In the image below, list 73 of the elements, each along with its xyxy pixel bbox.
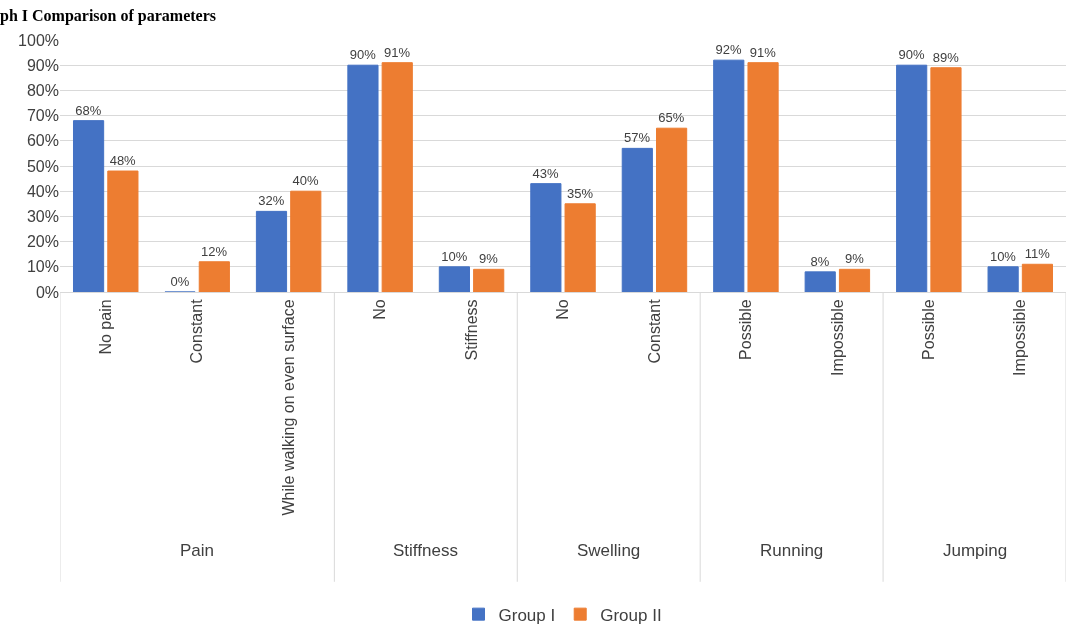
bar: [987, 266, 1019, 292]
text: Running: [760, 541, 824, 560]
y-tick-label: 60%: [26, 132, 59, 150]
text: Jumping: [943, 541, 1008, 560]
x-tick-label: Impossible: [828, 299, 846, 376]
bar: [198, 261, 230, 292]
data-label: 10%: [989, 248, 1017, 264]
data-label: 48%: [109, 153, 137, 169]
y-tick-label: 70%: [26, 107, 59, 125]
y-tick-label: 80%: [26, 82, 59, 99]
y-tick-label: 0%: [35, 283, 59, 301]
x-tick-label: Stiffness: [462, 299, 480, 361]
bar: [838, 268, 871, 292]
bar: [804, 271, 836, 292]
legend-label: Group II: [600, 605, 662, 625]
text: Pain: [180, 541, 215, 560]
bar: [473, 268, 505, 292]
data-label: 89%: [932, 49, 960, 65]
data-label: 9%: [844, 251, 865, 267]
data-label: 40%: [292, 173, 320, 189]
y-tick-label: 50%: [26, 157, 59, 175]
data-label: 32%: [258, 193, 285, 209]
x-tick-label: Impossible: [1011, 299, 1029, 376]
data-label: 65%: [658, 110, 685, 126]
text: Swelling: [577, 541, 641, 560]
bar: [438, 266, 470, 292]
bar: [255, 210, 288, 292]
bar: [347, 64, 379, 292]
bar: [290, 190, 322, 292]
bar: [564, 203, 596, 292]
data-label: 11%: [1024, 246, 1051, 262]
x-tick-label: Constant: [188, 298, 206, 364]
y-tick-label: 10%: [26, 258, 59, 276]
data-label: 92%: [715, 42, 742, 58]
y-tick-label: 100%: [18, 31, 59, 49]
data-label: 12%: [201, 243, 228, 259]
bar: [530, 183, 562, 292]
bar: [621, 147, 653, 292]
x-tick-label: No pain: [96, 299, 114, 355]
x-tick-label: No: [554, 299, 572, 320]
data-label: 91%: [749, 44, 777, 60]
data-label: 90%: [898, 47, 925, 63]
data-label: 35%: [566, 185, 594, 201]
bar: [930, 67, 962, 292]
x-tick-label: While walking on even surface: [279, 299, 297, 516]
data-label: 91%: [384, 44, 411, 60]
x-tick-label: Possible: [737, 299, 755, 360]
data-label: 10%: [441, 248, 468, 264]
chart-title: ph I Comparison of parameters: [0, 6, 216, 25]
bar: [381, 62, 413, 292]
bar: [713, 59, 745, 292]
bar: [1021, 263, 1054, 292]
x-tick-label: Constant: [645, 298, 663, 364]
bar: [72, 120, 105, 292]
bar: [896, 64, 928, 292]
data-label: 0%: [170, 274, 190, 289]
data-label: 68%: [75, 102, 102, 118]
x-tick-label: Possible: [920, 299, 938, 360]
y-tick-label: 40%: [26, 182, 59, 200]
data-label: 90%: [349, 47, 377, 63]
data-label: 8%: [810, 253, 830, 269]
data-label: 57%: [624, 130, 651, 146]
y-tick-label: 30%: [26, 208, 59, 225]
text: Stiffness: [393, 541, 458, 560]
x-tick-label: No: [371, 299, 389, 320]
bar: [107, 170, 139, 292]
data-label: 43%: [532, 165, 560, 181]
legend-label: Group I: [498, 605, 556, 625]
data-label: 9%: [479, 251, 499, 267]
bar: [656, 127, 688, 292]
y-tick-label: 90%: [26, 56, 59, 74]
y-tick-label: 20%: [26, 233, 59, 251]
bar: [747, 62, 779, 292]
